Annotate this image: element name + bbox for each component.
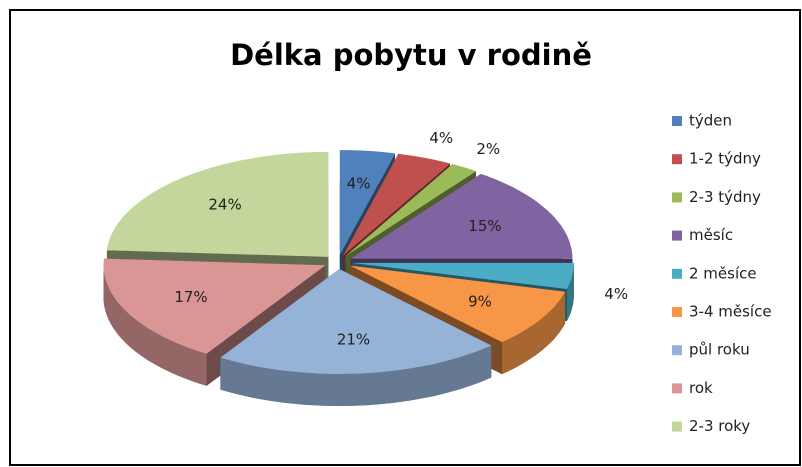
slice bbox=[220, 269, 492, 374]
data-label: 15% bbox=[468, 217, 501, 235]
slice bbox=[103, 258, 326, 354]
slice bbox=[106, 151, 329, 257]
legend-swatch bbox=[672, 421, 682, 432]
legend-label: týden bbox=[689, 112, 732, 130]
slice-side bbox=[103, 265, 207, 386]
slice bbox=[343, 153, 451, 256]
slice-side bbox=[220, 345, 492, 406]
legend-label: 2-3 týdny bbox=[689, 188, 761, 206]
slice bbox=[350, 265, 566, 343]
slice bbox=[345, 164, 476, 257]
legend-swatch bbox=[672, 154, 682, 165]
legend-swatch bbox=[672, 383, 682, 394]
slice-side bbox=[502, 291, 566, 375]
legend-swatch bbox=[672, 192, 682, 203]
legend-swatch bbox=[672, 230, 682, 241]
legend-label: 3-4 měsíce bbox=[689, 303, 772, 321]
legend-label: 2-3 roky bbox=[689, 417, 750, 435]
slice bbox=[339, 150, 395, 256]
data-label: 24% bbox=[208, 195, 241, 213]
legend-label: půl roku bbox=[689, 341, 750, 359]
data-label: 21% bbox=[337, 331, 370, 349]
data-label: 2% bbox=[476, 140, 500, 158]
data-label: 9% bbox=[468, 292, 492, 310]
slice bbox=[350, 173, 573, 259]
data-label: 4% bbox=[429, 129, 453, 147]
slice-side bbox=[566, 262, 574, 321]
legend-label: 1-2 týdny bbox=[689, 150, 761, 168]
data-label: 4% bbox=[347, 175, 371, 193]
legend-swatch bbox=[672, 116, 682, 126]
legend-swatch bbox=[672, 307, 682, 317]
data-label: 4% bbox=[604, 285, 628, 303]
legend-label: měsíc bbox=[689, 226, 733, 244]
chart-title: Délka pobytu v rodině bbox=[230, 38, 592, 72]
legend-label: rok bbox=[689, 379, 713, 397]
legend-swatch bbox=[672, 268, 682, 279]
legend-label: 2 měsíce bbox=[689, 264, 757, 282]
data-label: 17% bbox=[174, 288, 207, 306]
legend-swatch bbox=[672, 345, 682, 356]
slice bbox=[351, 262, 574, 289]
